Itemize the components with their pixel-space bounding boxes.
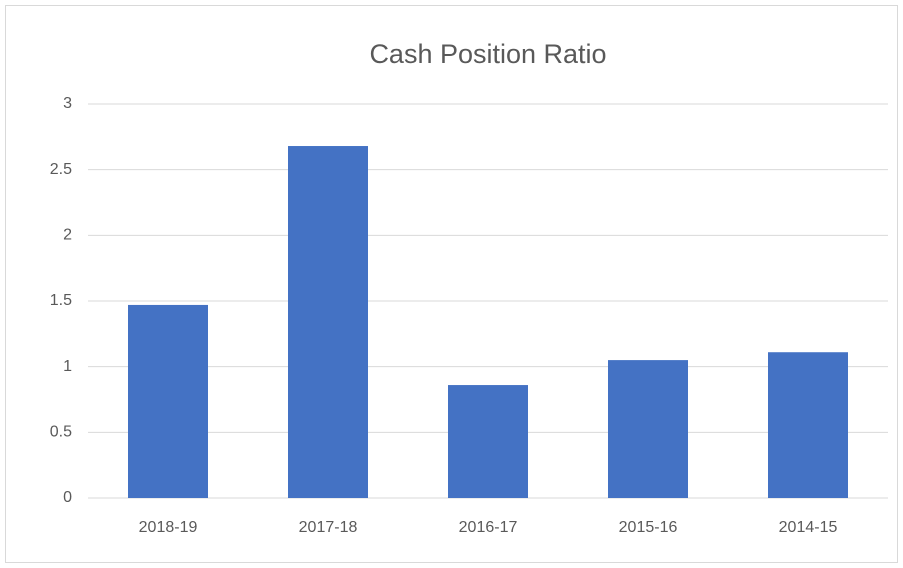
x-tick-label: 2015-16	[619, 519, 678, 536]
bar	[128, 304, 208, 498]
y-tick-label: 3	[63, 95, 72, 112]
y-tick-label: 2	[63, 227, 72, 244]
y-tick-label: 2.5	[50, 161, 72, 178]
x-tick-label: 2014-15	[779, 519, 838, 536]
x-tick-label: 2016-17	[459, 519, 518, 536]
y-tick-label: 1	[63, 358, 72, 375]
bar	[288, 146, 368, 498]
y-tick-label: 0.5	[50, 424, 72, 441]
x-tick-label: 2018-19	[139, 519, 198, 536]
chart-title: Cash Position Ratio	[369, 39, 606, 69]
x-tick-label: 2017-18	[299, 519, 358, 536]
bar	[768, 352, 848, 498]
y-tick-label: 0	[63, 489, 72, 506]
bar	[608, 360, 688, 498]
y-tick-label: 1.5	[50, 292, 72, 309]
bar	[448, 385, 528, 498]
